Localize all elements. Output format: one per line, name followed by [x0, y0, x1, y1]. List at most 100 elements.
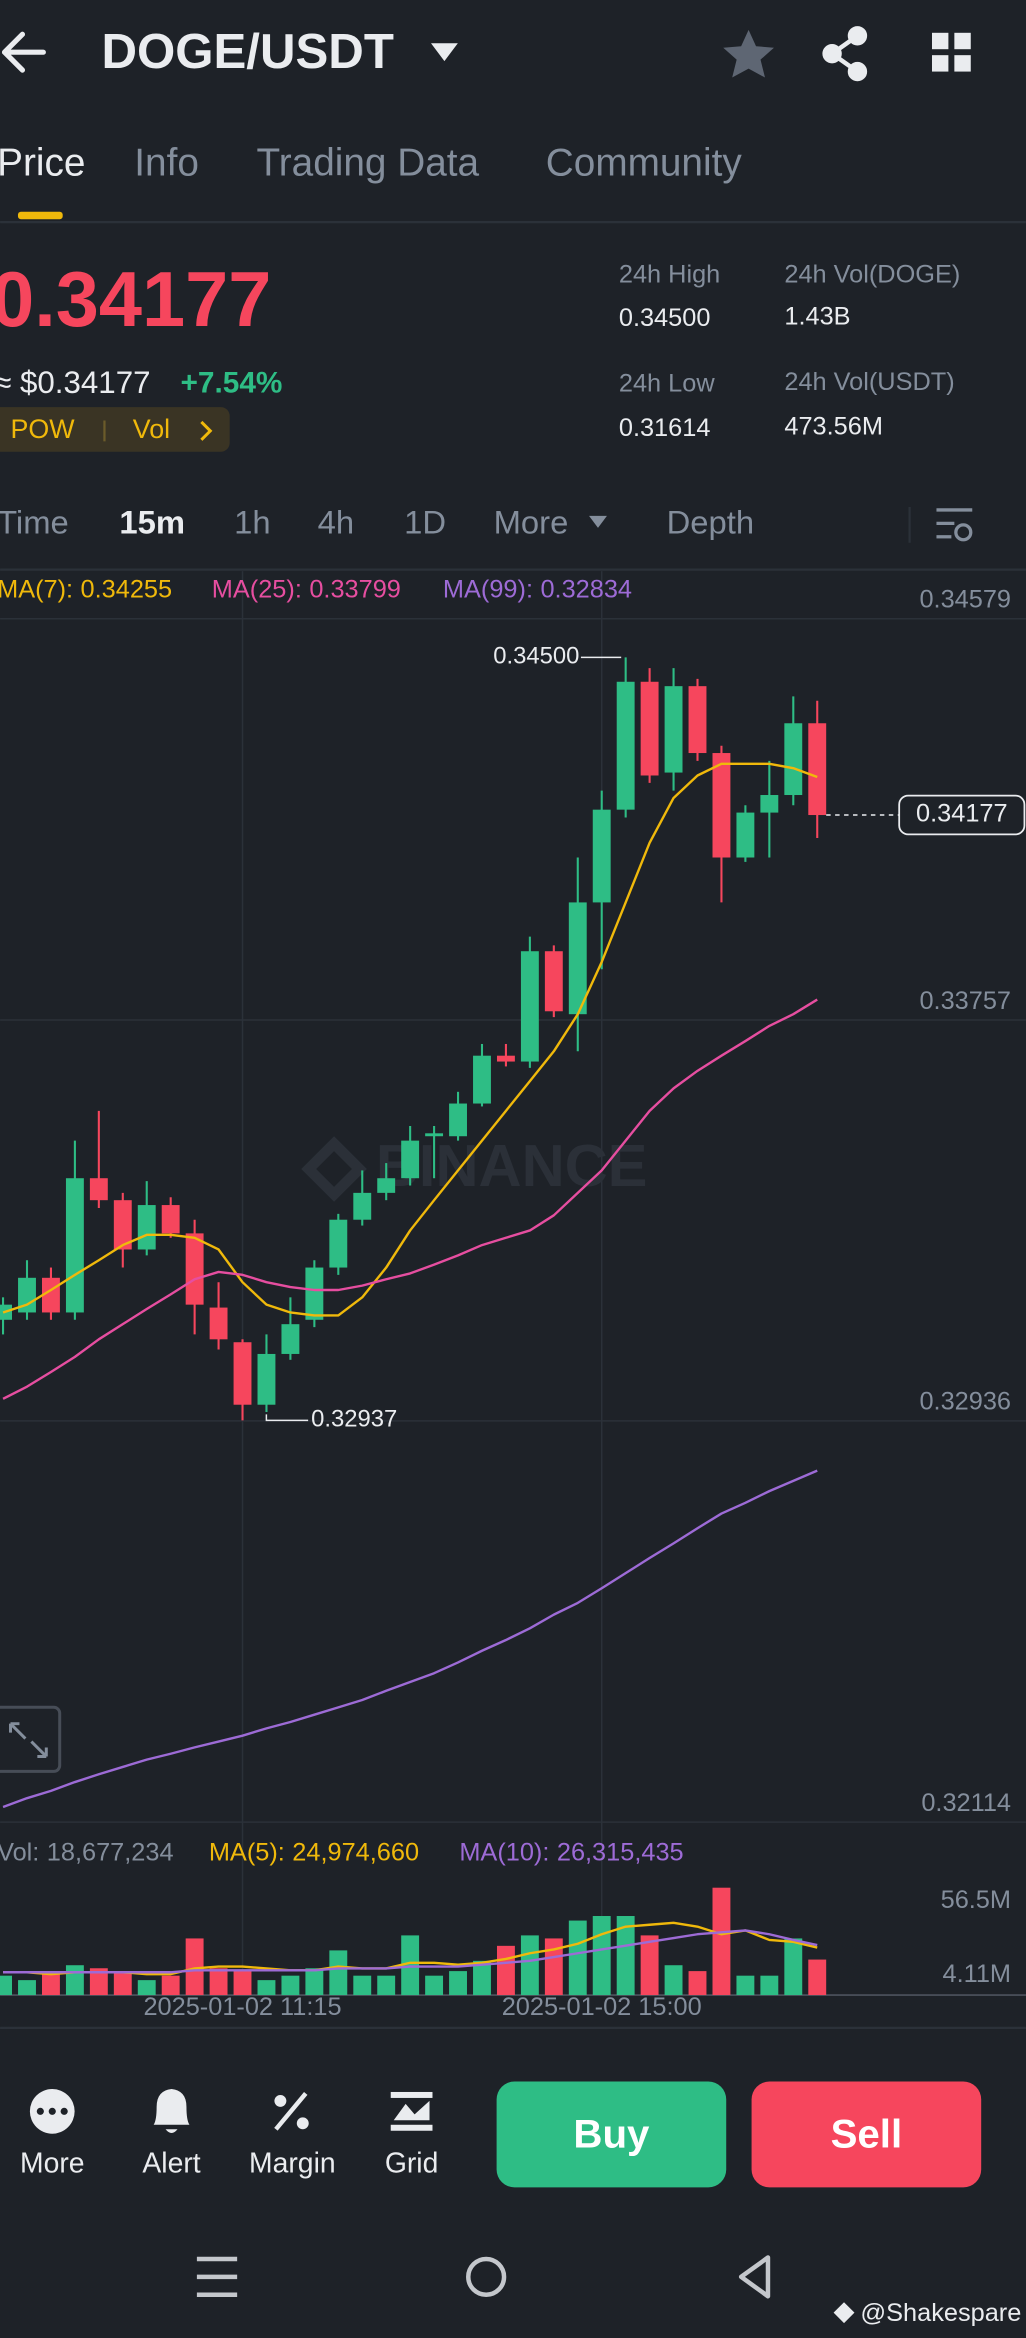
y-tick-label: 0.32114 [921, 1789, 1011, 1817]
volume-bar [736, 1975, 755, 1996]
volume-bar [209, 1968, 228, 1996]
volume-bar [305, 1968, 324, 1996]
legend-entry: MA(7): 0.34255 [0, 575, 172, 603]
volume-bar [0, 1975, 12, 1996]
buy-label[interactable]: Buy [573, 2111, 650, 2156]
chart-settings-icon[interactable] [936, 508, 973, 542]
candle-body [449, 1103, 467, 1137]
low-marker [265, 1414, 309, 1422]
volume-bar [257, 1980, 276, 1996]
tab-indicator [17, 211, 63, 220]
stat-value: 473.56M [784, 413, 883, 441]
tab[interactable]: Price [0, 142, 85, 185]
candle-body [233, 1342, 252, 1405]
legend-entry: MA(25): 0.33799 [212, 575, 401, 603]
symbol[interactable]: DOGE/USDT [101, 24, 393, 79]
interval[interactable]: Depth [667, 504, 755, 541]
tab[interactable]: Community [546, 142, 743, 185]
candle-body [425, 1133, 444, 1137]
expand-icon[interactable] [0, 1705, 62, 1773]
volume-bar [664, 1965, 683, 1996]
interval[interactable]: 4h [318, 504, 354, 541]
margin-icon[interactable] [274, 2092, 309, 2131]
candle-body [592, 809, 611, 903]
interval[interactable]: 15m [119, 504, 185, 541]
stat-label: 24h High [619, 261, 720, 289]
ma-line [2, 1469, 818, 1809]
stat-value: 1.43B [784, 302, 850, 330]
nav-back[interactable] [738, 2255, 771, 2299]
action-label[interactable]: Grid [385, 2148, 439, 2180]
legend-name: Vol: [0, 1838, 39, 1866]
interval[interactable]: More [494, 504, 569, 541]
more-icon[interactable] [29, 2088, 75, 2134]
volume-bar [616, 1916, 635, 1996]
volume-bar [161, 1975, 180, 1996]
volume-bar [18, 1980, 36, 1996]
volume-bar [496, 1945, 515, 1996]
back-button[interactable] [1, 31, 46, 73]
tag[interactable]: Vol [133, 414, 170, 444]
legend-value: 0.34255 [81, 575, 173, 603]
candle-body [688, 686, 707, 754]
y-tick-label: 0.34579 [919, 586, 1011, 614]
volume-bar [89, 1968, 108, 1996]
credit: @Shakespare [860, 2299, 1021, 2327]
stat-value: 0.31614 [619, 414, 711, 442]
legend-value: 0.33799 [309, 575, 401, 603]
legend-value: 26,315,435 [557, 1838, 684, 1866]
volume-bar [137, 1980, 156, 1996]
candle-body [664, 686, 683, 773]
volume-bar [42, 1971, 60, 1996]
candle-body [257, 1353, 276, 1405]
volume-bar [377, 1975, 396, 1996]
volume-bar [473, 1960, 491, 1996]
volume-bar [784, 1938, 803, 1996]
buy-button[interactable] [496, 2081, 727, 2188]
volume-bar [113, 1971, 132, 1996]
volume-bar [712, 1887, 731, 1996]
candle-body [544, 951, 563, 1012]
volume-bar [401, 1935, 420, 1996]
volume-bar [281, 1975, 300, 1996]
candle-body [760, 795, 779, 813]
grid-icon[interactable] [390, 2091, 433, 2131]
candle-body [377, 1178, 396, 1193]
tag[interactable]: POW [11, 414, 76, 444]
y-tick-label: 56.5M [941, 1886, 1011, 1914]
interval[interactable]: 1D [404, 504, 446, 541]
volume-bar [233, 1971, 252, 1996]
favorite-icon[interactable] [723, 29, 774, 78]
tab[interactable]: Info [134, 142, 199, 185]
tab[interactable]: Trading Data [257, 142, 480, 185]
layout-icon[interactable] [931, 32, 971, 72]
action-label[interactable]: More [20, 2148, 85, 2180]
interval[interactable]: 1h [234, 504, 270, 541]
share-icon[interactable] [822, 26, 868, 82]
price-change: +7.54% [180, 367, 282, 400]
action-label[interactable]: Margin [249, 2148, 336, 2180]
volume-bar [688, 1971, 707, 1996]
sell-label[interactable]: Sell [831, 2111, 903, 2156]
symbol-caret[interactable] [430, 43, 458, 62]
stat-label: 24h Vol(DOGE) [784, 261, 960, 289]
usd-price: ≈ $0.34177 [0, 365, 151, 400]
legend-name: MA(5): [209, 1838, 285, 1866]
interval[interactable]: Time [0, 504, 69, 541]
volume-bar [592, 1916, 611, 1996]
tag-box[interactable] [0, 407, 230, 452]
sell-button[interactable] [751, 2081, 982, 2188]
alert-icon[interactable] [153, 2088, 190, 2133]
action-label[interactable]: Alert [142, 2148, 200, 2180]
candle-body [161, 1205, 180, 1234]
nav-menu[interactable] [196, 2256, 238, 2297]
y-tick-label: 0.32936 [919, 1388, 1011, 1416]
y-tick-label: 0.33757 [919, 987, 1011, 1015]
nav-home[interactable] [466, 2256, 507, 2297]
candle-body [712, 753, 731, 858]
tag-chevron [200, 420, 213, 441]
candle-body [568, 902, 587, 1015]
candle-body [209, 1307, 228, 1340]
candle-body [496, 1055, 515, 1062]
